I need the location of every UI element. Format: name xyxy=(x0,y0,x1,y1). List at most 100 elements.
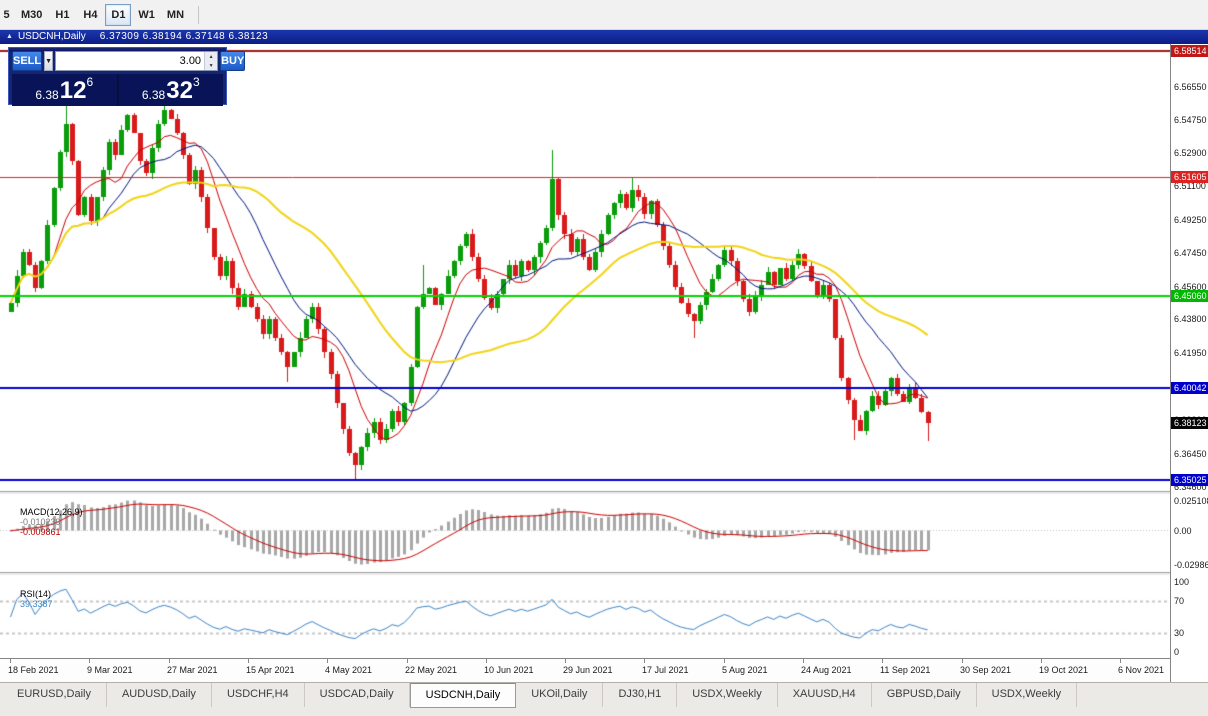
chart-window-titlebar: ▲ USDCNH,Daily 6.37309 6.38194 6.37148 6… xyxy=(0,30,1208,44)
price-tick-label: 6.54750 xyxy=(1174,115,1207,125)
date-tick-mark xyxy=(565,659,566,663)
date-tick-mark xyxy=(644,659,645,663)
date-tick-label: 10 Jun 2021 xyxy=(484,665,534,675)
timeframe-button-h4[interactable]: H4 xyxy=(77,4,103,26)
date-tick-mark xyxy=(248,659,249,663)
timeframe-button-h1[interactable]: H1 xyxy=(49,4,75,26)
hline-price-label: 6.35025 xyxy=(1171,474,1208,486)
hline-price-label: 6.51605 xyxy=(1171,171,1208,183)
date-tick-mark xyxy=(89,659,90,663)
date-axis: 18 Feb 2021 9 Mar 2021 27 Mar 2021 15 Apr 2… xyxy=(0,658,1208,682)
rsi-axis-label: 30 xyxy=(1174,628,1185,638)
chart-tab-dj30-h1[interactable]: DJ30,H1 xyxy=(603,683,678,707)
price-tick-label: 6.47450 xyxy=(1174,248,1207,258)
toolbar-separator xyxy=(198,5,200,24)
chart-tab-eurusd-daily[interactable]: EURUSD,Daily xyxy=(2,683,107,707)
chart-canvas[interactable] xyxy=(0,44,1170,658)
rsi-axis-label: 70 xyxy=(1174,596,1185,606)
price-tick-label: 6.51100 xyxy=(1174,181,1206,191)
price-tick-label: 6.52900 xyxy=(1174,148,1207,158)
bid-prefix: 6.38 xyxy=(35,88,59,102)
ask-pip-digit: 3 xyxy=(192,75,200,89)
price-tick-label: 6.43800 xyxy=(1174,314,1207,324)
chart-tab-usdx-weekly[interactable]: USDX,Weekly xyxy=(677,683,778,707)
rsi-value: 39.3387 xyxy=(20,599,53,609)
date-tick-mark xyxy=(10,659,11,663)
volume-dropdown-button[interactable]: ▼ xyxy=(44,51,54,71)
timeframe-button-m30[interactable]: M30 xyxy=(16,4,47,26)
chart-tab-usdcnh-daily[interactable]: USDCNH,Daily xyxy=(409,683,517,708)
chevron-down-icon: ▼ xyxy=(45,57,53,65)
buy-button[interactable]: BUY xyxy=(220,51,246,71)
date-tick-mark xyxy=(407,659,408,663)
price-tick-label: 6.45600 xyxy=(1174,282,1207,292)
timeframe-button-w1[interactable]: W1 xyxy=(133,4,160,26)
date-tick-label: 9 Mar 2021 xyxy=(87,665,133,675)
date-tick-label: 11 Sep 2021 xyxy=(880,665,931,675)
timeframe-button-d1[interactable]: D1 xyxy=(105,3,132,26)
chart-tab-usdchf-h4[interactable]: USDCHF,H4 xyxy=(212,683,305,707)
price-axis: 6.584006.565506.547506.529006.511006.492… xyxy=(1170,44,1208,682)
macd-main-value: -0.010239 xyxy=(20,517,61,527)
timeframe-toolbar: 5 M30 H1 H4 D1 W1 MN xyxy=(0,0,1208,30)
sell-button[interactable]: SELL xyxy=(12,51,43,71)
date-tick-label: 30 Sep 2021 xyxy=(960,665,1012,675)
date-tick-label: 24 Aug 2021 xyxy=(801,665,852,675)
price-divider xyxy=(116,74,119,106)
macd-indicator-label: MACD(12,26,9) -0.010239 -0.009861 xyxy=(10,497,83,547)
date-tick-mark xyxy=(962,659,963,663)
volume-down-button[interactable]: ▼ xyxy=(205,61,218,70)
date-tick-label: 15 Apr 2021 xyxy=(246,665,295,675)
volume-up-button[interactable]: ▲ xyxy=(205,52,218,61)
macd-name: MACD(12,26,9) xyxy=(20,507,83,517)
date-tick-mark xyxy=(1120,659,1121,663)
date-tick-mark xyxy=(724,659,725,663)
volume-input[interactable] xyxy=(56,52,205,70)
bid-price-display[interactable]: 6.38 12 6 xyxy=(12,74,117,106)
date-tick-label: 17 Jul 2021 xyxy=(642,665,689,675)
chart-window-icon: ▲ xyxy=(6,33,13,40)
date-tick-mark xyxy=(486,659,487,663)
date-tick-label: 29 Jun 2021 xyxy=(563,665,613,675)
ask-prefix: 6.38 xyxy=(141,88,166,102)
date-tick-label: 4 May 2021 xyxy=(325,665,373,675)
date-tick-label: 19 Oct 2021 xyxy=(1039,665,1089,675)
bid-big-digits: 12 xyxy=(59,77,87,104)
chart-tab-usdx-weekly[interactable]: USDX,Weekly xyxy=(977,683,1078,707)
hline-price-label: 6.58514 xyxy=(1171,45,1208,57)
date-tick-label: 6 Nov 2021 xyxy=(1118,665,1165,675)
chart-tab-ukoil-daily[interactable]: UKOil,Daily xyxy=(516,683,604,707)
price-tick-label: 6.49250 xyxy=(1174,215,1207,225)
chart-tab-gbpusd-daily[interactable]: GBPUSD,Daily xyxy=(872,683,977,707)
hline-price-label: 6.45060 xyxy=(1171,290,1208,302)
date-tick-mark xyxy=(327,659,328,663)
volume-spinner: ▲ ▼ xyxy=(204,52,218,70)
price-tick-label: 6.41950 xyxy=(1174,348,1207,358)
date-tick-mark xyxy=(169,659,170,663)
ask-big-digits: 32 xyxy=(166,77,193,104)
rsi-indicator-label: RSI(14) 39.3387 xyxy=(10,579,53,619)
chart-tab-xauusd-h4[interactable]: XAUUSD,H4 xyxy=(778,683,872,707)
rsi-axis-label: 100 xyxy=(1174,577,1190,587)
rsi-name: RSI(14) xyxy=(20,589,52,599)
date-tick-mark xyxy=(803,659,804,663)
current-price-label: 6.38123 xyxy=(1171,417,1208,429)
date-tick-label: 27 Mar 2021 xyxy=(167,665,218,675)
chart-title-symbol: USDCNH,Daily xyxy=(17,31,86,42)
chart-tab-audusd-daily[interactable]: AUDUSD,Daily xyxy=(107,683,212,707)
rsi-axis-label: 0 xyxy=(1174,647,1180,657)
timeframe-button-mn[interactable]: MN xyxy=(162,4,189,26)
macd-axis-zero-label: 0.00 xyxy=(1174,526,1192,536)
chart-tab-usdcad-daily[interactable]: USDCAD,Daily xyxy=(305,683,410,707)
price-tick-label: 6.34600 xyxy=(1174,482,1207,492)
ask-price-display[interactable]: 6.38 32 3 xyxy=(119,74,224,106)
date-tick-label: 18 Feb 2021 xyxy=(8,665,59,675)
hline-price-label: 6.40042 xyxy=(1171,382,1208,394)
price-tick-label: 6.56550 xyxy=(1174,82,1207,92)
macd-axis-bottom-label: -0.029868 xyxy=(1174,560,1208,570)
chart-title-ohlc: 6.37309 6.38194 6.37148 6.38123 xyxy=(99,31,269,42)
price-tick-label: 6.36450 xyxy=(1174,449,1207,459)
timeframe-button-5[interactable]: 5 xyxy=(1,4,14,26)
